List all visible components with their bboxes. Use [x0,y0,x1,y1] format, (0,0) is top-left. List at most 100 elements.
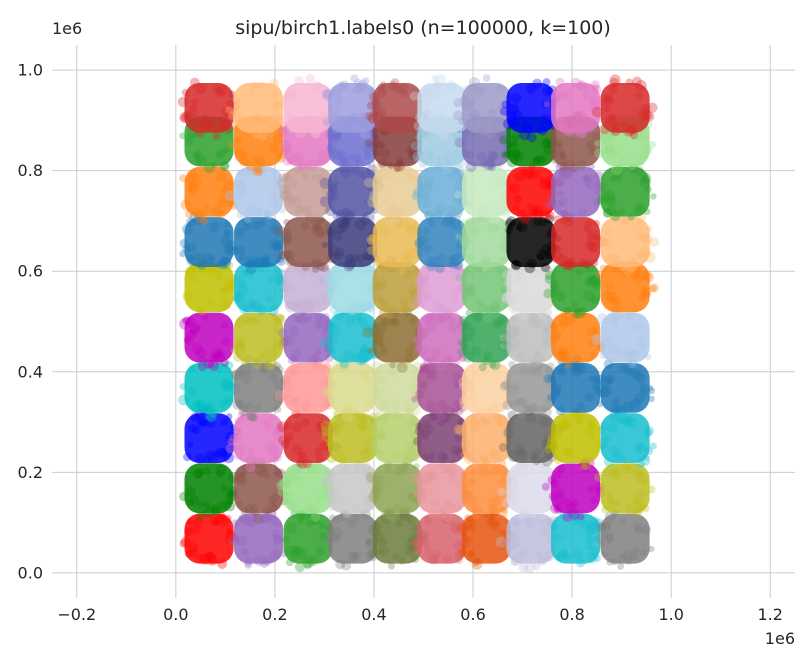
cluster-point [183,452,192,462]
cluster-point [592,197,601,206]
cluster-point [234,147,245,158]
cluster [230,354,291,422]
cluster-point [645,225,653,233]
cluster-point [525,83,537,94]
cluster-point [277,251,286,260]
cluster-point [289,153,301,165]
cluster-point [631,76,642,87]
cluster-point [415,422,423,430]
cluster-point [222,256,232,266]
cluster-point [420,193,428,201]
cluster-point [257,122,267,132]
cluster-point [262,254,271,263]
cluster-core [551,262,601,313]
cluster-core [506,362,556,413]
cluster-point [411,537,421,548]
cluster-point [188,184,198,193]
cluster-point [363,496,374,508]
cluster-point [274,204,282,211]
cluster-point [450,157,458,165]
cluster-point [275,241,283,249]
cluster-point [244,204,256,216]
cluster-point [507,344,516,354]
cluster-point [335,224,345,235]
cluster-point [235,346,246,357]
cluster-point [551,250,563,262]
cluster-point [587,485,595,493]
cluster-point [335,452,347,464]
cluster-point [590,546,600,556]
cluster-point [640,143,651,154]
cluster-point [409,447,417,455]
cluster-point [602,130,614,142]
cluster-point [226,99,235,108]
cluster-point [178,394,190,406]
cluster-point [189,274,199,283]
cluster-point [311,173,320,182]
cluster-point [588,242,599,253]
cluster-point [465,479,475,489]
cluster-point [331,484,338,491]
cluster-point [272,392,283,402]
cluster-point [265,116,275,126]
cluster-point [210,161,218,168]
cluster [600,404,657,468]
cluster [321,74,381,140]
cluster-point [356,170,365,178]
cluster-point [463,451,471,458]
cluster-point [392,552,400,560]
cluster-point [361,344,369,352]
cluster-point [635,91,643,100]
cluster-point [587,117,596,126]
cluster-point [186,174,197,185]
cluster-point [512,110,523,121]
cluster-point [310,128,321,139]
cluster-point [349,551,360,562]
cluster-point [199,266,207,274]
cluster-point [397,220,405,228]
cluster-point [569,509,580,520]
cluster-point [321,89,333,101]
cluster-point [610,210,621,222]
cluster-point [314,465,322,472]
cluster-point [551,149,559,158]
cluster-point [407,286,417,296]
cluster-point [431,82,443,95]
cluster-point [280,337,290,347]
cluster-point [612,398,620,406]
y-tick-label: 0.2 [18,463,43,482]
cluster-point [364,253,373,262]
cluster-point [511,382,520,390]
cluster-point [460,451,468,459]
cluster-core [551,312,601,363]
cluster-point [285,522,298,534]
cluster-point [560,91,571,101]
cluster-point [246,412,255,421]
cluster-point [208,360,219,371]
cluster-point [632,545,640,553]
cluster-core [372,82,422,133]
cluster-core [328,362,378,413]
cluster-point [284,471,293,480]
cluster-point [294,299,303,308]
cluster-point [389,361,396,369]
cluster-point [187,181,196,190]
cluster-point [448,221,455,228]
cluster-core [372,463,422,514]
cluster-point [446,469,455,477]
cluster-point [489,520,500,531]
cluster-point [476,206,484,215]
cluster-point [586,174,595,183]
cluster-point [643,272,654,283]
cluster-point [647,485,656,494]
cluster-point [277,487,288,497]
cluster-point [509,339,521,351]
cluster-point [508,305,517,314]
cluster-point [587,375,596,384]
cluster-point [610,294,621,305]
cluster-point [643,185,652,194]
cluster-point [508,111,517,119]
cluster-point [362,493,374,504]
cluster-point [319,441,329,451]
cluster-point [424,154,435,165]
